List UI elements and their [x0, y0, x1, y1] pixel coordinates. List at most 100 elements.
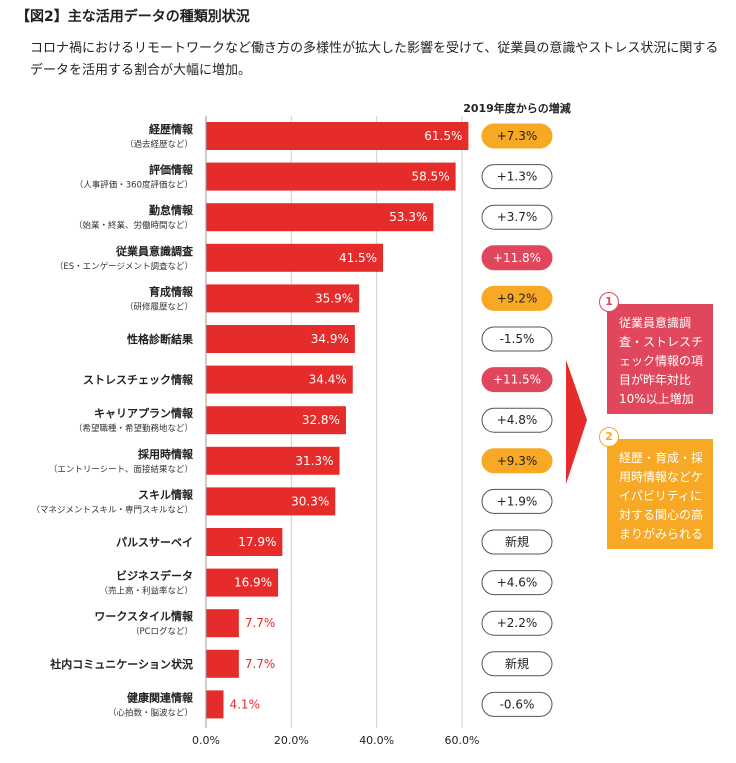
bar	[206, 528, 283, 556]
category-label: 評価情報	[149, 163, 194, 177]
change-badge	[481, 407, 553, 433]
value-label: 32.8%	[302, 413, 340, 427]
change-badge	[481, 448, 553, 474]
category-sublabel: （始業・終業、労働時間など）	[74, 220, 193, 231]
bar	[206, 690, 224, 719]
bar	[206, 649, 239, 678]
value-label: 31.3%	[295, 454, 333, 468]
category-label: ストレスチェック情報	[83, 373, 194, 387]
value-label: 53.3%	[389, 210, 427, 224]
bar	[206, 325, 355, 353]
change-label: +2.2%	[497, 616, 538, 630]
bar	[206, 243, 384, 272]
change-badge	[481, 529, 553, 555]
category-label: 健康関連情報	[127, 690, 194, 704]
change-badge	[481, 651, 553, 677]
x-tick-label: 20.0%	[274, 734, 309, 747]
change-badge	[481, 570, 553, 596]
category-sublabel: （マネジメントスキル・専門スキルなど）	[31, 504, 193, 515]
figure-title: 【図2】主な活用データの種類別状況	[16, 9, 250, 25]
change-label: +1.3%	[497, 170, 538, 184]
bar	[206, 203, 434, 232]
change-badge	[481, 488, 553, 514]
callout-1-text: 従業員意識調査・ストレスチェック情報の項目が昨年対比10%以上増加	[619, 316, 704, 406]
arrow-icon	[566, 360, 587, 484]
category-sublabel: （研修履歴など）	[125, 301, 193, 312]
bar	[206, 365, 353, 394]
category-sublabel: （エントリーシート、面接結果など）	[49, 464, 193, 475]
change-badge	[481, 326, 553, 352]
value-label: 30.3%	[291, 494, 329, 508]
category-label: 勤怠情報	[149, 203, 194, 217]
value-label: 34.4%	[309, 373, 347, 387]
value-label: 41.5%	[339, 251, 377, 265]
category-label: パルスサーベイ	[116, 536, 193, 549]
category-label: ワークスタイル情報	[94, 609, 194, 623]
category-label: スキル情報	[138, 487, 194, 501]
callout-2-number: 2	[599, 427, 619, 447]
change-badge	[481, 164, 553, 190]
category-sublabel: （過去経歴など）	[125, 139, 193, 150]
value-label: 7.7%	[245, 616, 276, 630]
value-label: 4.1%	[229, 697, 260, 711]
bar	[206, 446, 340, 475]
category-label: 経歴情報	[149, 122, 194, 136]
category-label: 性格診断結果	[127, 332, 193, 346]
change-label: +9.2%	[497, 291, 538, 305]
callout-1: 1 従業員意識調査・ストレスチェック情報の項目が昨年対比10%以上増加	[599, 292, 713, 414]
category-sublabel: （人事評価・360度評価など）	[75, 180, 193, 191]
change-badge	[481, 285, 553, 311]
change-badge	[481, 691, 553, 717]
value-label: 58.5%	[411, 170, 449, 184]
value-label: 16.9%	[234, 576, 272, 590]
figure-subtitle: コロナ禍におけるリモートワークなど働き方の多様性が拡大した影響を受けて、従業員の…	[30, 41, 719, 78]
value-label: 34.9%	[311, 332, 349, 346]
x-tick-label: 60.0%	[445, 734, 480, 747]
callout-2: 2 経歴・育成・採用時情報などケイパビリティに対する関心の高まりがみられる	[599, 427, 713, 549]
category-label: 従業員意識調査	[115, 244, 193, 258]
bar	[206, 122, 469, 150]
change-badge	[481, 245, 553, 271]
x-tick-label: 0.0%	[192, 734, 220, 747]
category-sublabel: （希望職種・希望勤務地など）	[74, 423, 193, 434]
x-tick-label: 40.0%	[359, 734, 394, 747]
change-label: -0.6%	[500, 697, 535, 711]
change-badge	[481, 204, 553, 230]
category-label: 社内コミュニケーション状況	[49, 657, 193, 671]
change-badge	[481, 610, 553, 636]
bar	[206, 162, 456, 191]
change-label: +7.3%	[497, 129, 538, 143]
category-sublabel: （心拍数・脳波など）	[108, 707, 193, 718]
change-label: +1.9%	[497, 494, 538, 508]
category-label: 育成情報	[149, 284, 194, 298]
category-sublabel: （ES・エンゲージメント調査など）	[55, 261, 193, 272]
change-header: 2019年度からの増減	[463, 101, 571, 115]
bar	[206, 284, 360, 313]
change-badge	[481, 123, 553, 149]
bar	[206, 568, 279, 597]
category-sublabel: （売上高・利益率など）	[99, 586, 193, 597]
change-label: 新規	[505, 534, 529, 549]
change-label: +3.7%	[497, 210, 538, 224]
change-label: +9.3%	[497, 454, 538, 468]
change-badge	[481, 367, 553, 393]
change-label: 新規	[505, 656, 529, 671]
bar	[206, 487, 336, 516]
change-label: +4.8%	[497, 413, 538, 427]
category-label: キャリアプラン情報	[94, 406, 194, 420]
value-label: 17.9%	[238, 535, 276, 549]
change-label: +11.5%	[493, 373, 541, 387]
callout-2-text: 経歴・育成・採用時情報などケイパビリティに対する関心の高まりがみられる	[619, 451, 704, 541]
change-label: -1.5%	[500, 332, 535, 346]
callout-1-number: 1	[599, 292, 619, 312]
change-label: +11.8%	[493, 251, 541, 265]
value-label: 35.9%	[315, 291, 353, 305]
category-sublabel: （PCログなど）	[131, 626, 193, 637]
bar	[206, 609, 239, 638]
bar	[206, 406, 346, 435]
category-label: 採用時情報	[138, 447, 194, 461]
value-label: 7.7%	[245, 657, 276, 671]
value-label: 61.5%	[424, 129, 462, 143]
change-label: +4.6%	[497, 576, 538, 590]
